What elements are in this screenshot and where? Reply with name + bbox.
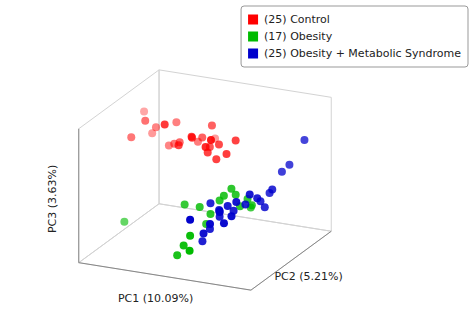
point	[207, 136, 215, 144]
point	[172, 118, 180, 126]
point	[216, 208, 224, 216]
panes	[79, 70, 332, 290]
axis-label: PC2 (5.21%)	[274, 270, 342, 283]
legend-swatch	[248, 32, 258, 42]
point	[186, 232, 194, 240]
legend-label: (17) Obesity	[264, 30, 333, 43]
point	[120, 218, 128, 226]
point	[224, 202, 232, 210]
point	[196, 203, 204, 211]
point	[152, 123, 160, 131]
axis-line	[78, 129, 79, 263]
point	[268, 185, 276, 193]
point	[212, 155, 220, 163]
point	[246, 190, 254, 198]
point	[232, 198, 240, 206]
point	[220, 219, 228, 227]
point	[206, 220, 214, 228]
point	[300, 136, 308, 144]
point	[206, 210, 214, 218]
point	[173, 251, 181, 259]
point	[241, 201, 249, 209]
chart: PC1 (10.09%) PC2 (5.21%) PC3 (3.63%) (25) C…	[0, 0, 474, 322]
point	[186, 216, 194, 224]
point	[181, 200, 189, 208]
point	[215, 141, 223, 149]
point	[175, 141, 183, 149]
point	[278, 168, 286, 176]
point	[227, 185, 235, 193]
point	[186, 247, 194, 255]
points	[120, 107, 308, 259]
point	[161, 121, 169, 129]
point	[200, 230, 208, 238]
point	[198, 134, 206, 142]
point	[140, 107, 148, 115]
point	[223, 150, 231, 158]
point	[127, 133, 135, 141]
point	[253, 194, 261, 202]
axis-label: PC1 (10.09%)	[118, 292, 193, 305]
pane	[159, 70, 331, 231]
point	[220, 192, 228, 200]
legend-label: (25) Obesity + Metabolic Syndrome	[264, 47, 461, 60]
point	[141, 117, 149, 125]
point	[232, 136, 240, 144]
legend-frame	[241, 6, 468, 67]
point	[227, 212, 235, 220]
axis-label: PC3 (3.63%)	[46, 165, 59, 233]
point	[202, 143, 210, 151]
point	[208, 122, 216, 130]
point	[206, 199, 214, 207]
point	[285, 161, 293, 169]
legend: (25) Control (17) Obesity (25) Obesity + M…	[241, 6, 468, 67]
axis-line	[79, 263, 251, 290]
point	[198, 237, 206, 245]
point	[188, 133, 196, 141]
legend-swatch	[248, 15, 258, 25]
legend-label: (25) Control	[264, 13, 330, 26]
legend-swatch	[248, 49, 258, 59]
